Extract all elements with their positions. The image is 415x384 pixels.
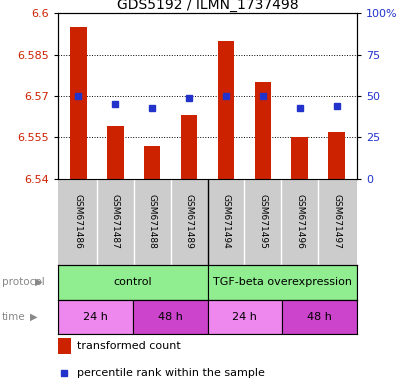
Bar [58,338,71,354]
Text: GSM671488: GSM671488 [148,194,157,249]
Bar [133,300,208,334]
Text: TGF-beta overexpression: TGF-beta overexpression [213,277,352,287]
Text: protocol: protocol [2,277,45,287]
Bar [58,300,133,334]
Bar [282,300,357,334]
Bar [217,41,234,179]
Bar [291,137,308,179]
Bar [328,132,345,179]
Bar [70,27,87,179]
Title: GDS5192 / ILMN_1737498: GDS5192 / ILMN_1737498 [117,0,298,12]
Bar [107,126,124,179]
Text: percentile rank within the sample: percentile rank within the sample [77,368,265,378]
Text: GSM671496: GSM671496 [295,194,304,249]
Bar [58,265,208,300]
Bar [208,265,357,300]
Text: 48 h: 48 h [307,312,332,322]
Text: GSM671494: GSM671494 [222,194,230,249]
Bar [254,82,271,179]
Text: time: time [2,312,26,322]
Text: 48 h: 48 h [158,312,183,322]
Text: GSM671487: GSM671487 [111,194,120,249]
Bar [181,115,198,179]
Text: ▶: ▶ [30,312,38,322]
Text: 24 h: 24 h [232,312,257,322]
Text: control: control [113,277,152,287]
Text: GSM671486: GSM671486 [74,194,83,249]
Text: transformed count: transformed count [77,341,181,351]
Text: GSM671489: GSM671489 [185,194,193,249]
Text: 24 h: 24 h [83,312,108,322]
Text: GSM671495: GSM671495 [258,194,267,249]
Text: ▶: ▶ [35,277,43,287]
Bar [144,146,161,179]
Text: GSM671497: GSM671497 [332,194,341,249]
Bar [208,300,282,334]
